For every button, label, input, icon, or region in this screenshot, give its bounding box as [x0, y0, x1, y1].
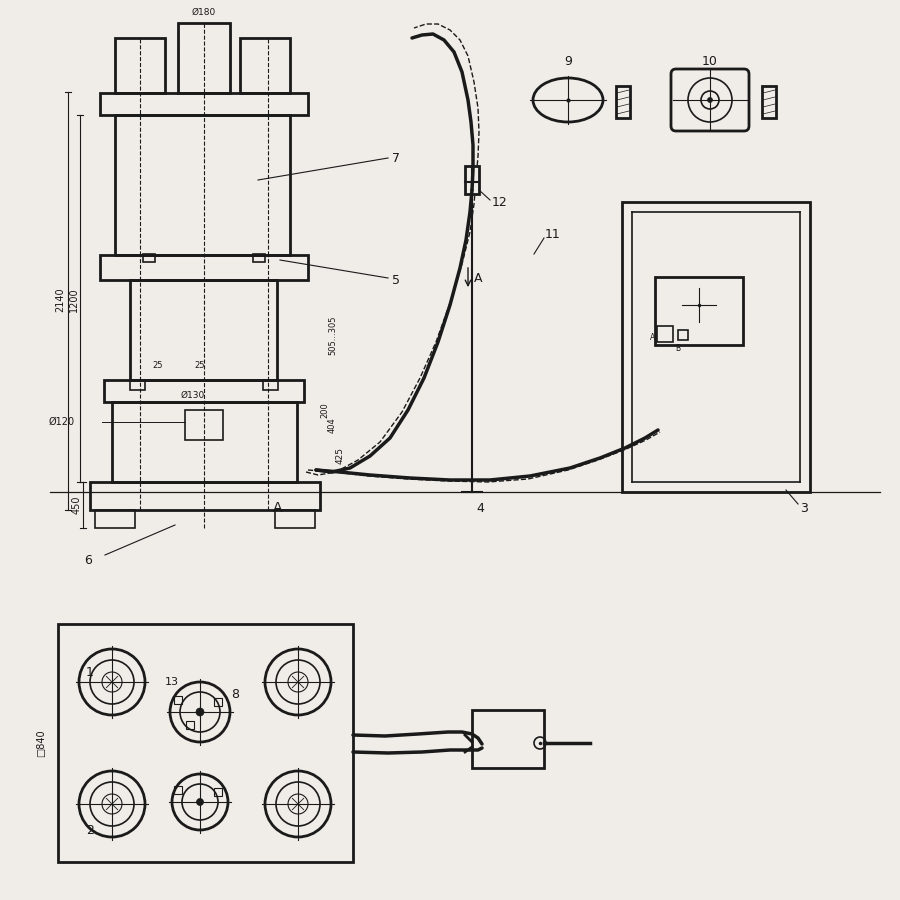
Text: 6: 6 [84, 554, 92, 566]
Text: A: A [474, 272, 482, 284]
Text: 2140: 2140 [55, 288, 65, 312]
Bar [240, 38, 290, 93]
Bar [762, 86, 776, 118]
Bar [655, 277, 743, 345]
Bar [143, 254, 155, 262]
Text: 2: 2 [86, 824, 94, 836]
Text: 505...305: 505...305 [328, 315, 337, 355]
Bar [104, 380, 304, 402]
Bar [678, 330, 688, 340]
Text: 12: 12 [492, 195, 508, 209]
Text: 1: 1 [86, 665, 94, 679]
Bar [130, 280, 277, 380]
Bar [616, 86, 630, 118]
Circle shape [707, 97, 713, 103]
Bar [95, 510, 135, 528]
Text: 9: 9 [564, 55, 572, 68]
Text: 200: 200 [320, 402, 329, 418]
Text: 10: 10 [702, 55, 718, 68]
Text: 11: 11 [545, 229, 561, 241]
Text: 425: 425 [336, 446, 345, 464]
Bar [185, 410, 223, 440]
Text: 7: 7 [392, 151, 400, 165]
Bar [58, 624, 353, 862]
Text: 25: 25 [153, 361, 163, 370]
Bar [178, 23, 230, 93]
Text: 3: 3 [800, 501, 808, 515]
Text: 13: 13 [165, 677, 179, 687]
Text: B: B [675, 344, 680, 353]
Bar [275, 510, 315, 528]
Bar [112, 402, 297, 482]
Bar [214, 698, 222, 706]
Bar [174, 786, 182, 794]
Bar [214, 788, 222, 796]
Bar [465, 166, 479, 194]
Text: 4: 4 [476, 501, 484, 515]
Bar [186, 721, 194, 729]
Bar [115, 38, 165, 93]
Text: 1200: 1200 [69, 288, 79, 312]
Text: 25: 25 [194, 361, 205, 370]
Text: 5: 5 [392, 274, 400, 286]
Bar [472, 710, 544, 768]
Circle shape [196, 708, 204, 716]
Bar [253, 254, 265, 262]
Bar [130, 380, 145, 390]
Text: A: A [650, 332, 655, 341]
Text: Ø130: Ø130 [181, 391, 205, 400]
Text: A: A [274, 501, 283, 515]
Circle shape [196, 798, 203, 806]
Bar [115, 115, 290, 255]
Text: Ø120: Ø120 [49, 417, 75, 427]
Text: 404: 404 [328, 417, 337, 433]
Bar [657, 326, 673, 342]
Bar [90, 482, 320, 510]
Bar [622, 202, 810, 492]
Text: 450: 450 [72, 496, 82, 514]
Bar [100, 93, 308, 115]
Bar [100, 255, 308, 280]
Bar [174, 696, 182, 704]
Text: 8: 8 [231, 688, 239, 701]
Bar [263, 380, 278, 390]
Text: Ø180: Ø180 [192, 8, 216, 17]
Text: □840: □840 [36, 729, 46, 757]
